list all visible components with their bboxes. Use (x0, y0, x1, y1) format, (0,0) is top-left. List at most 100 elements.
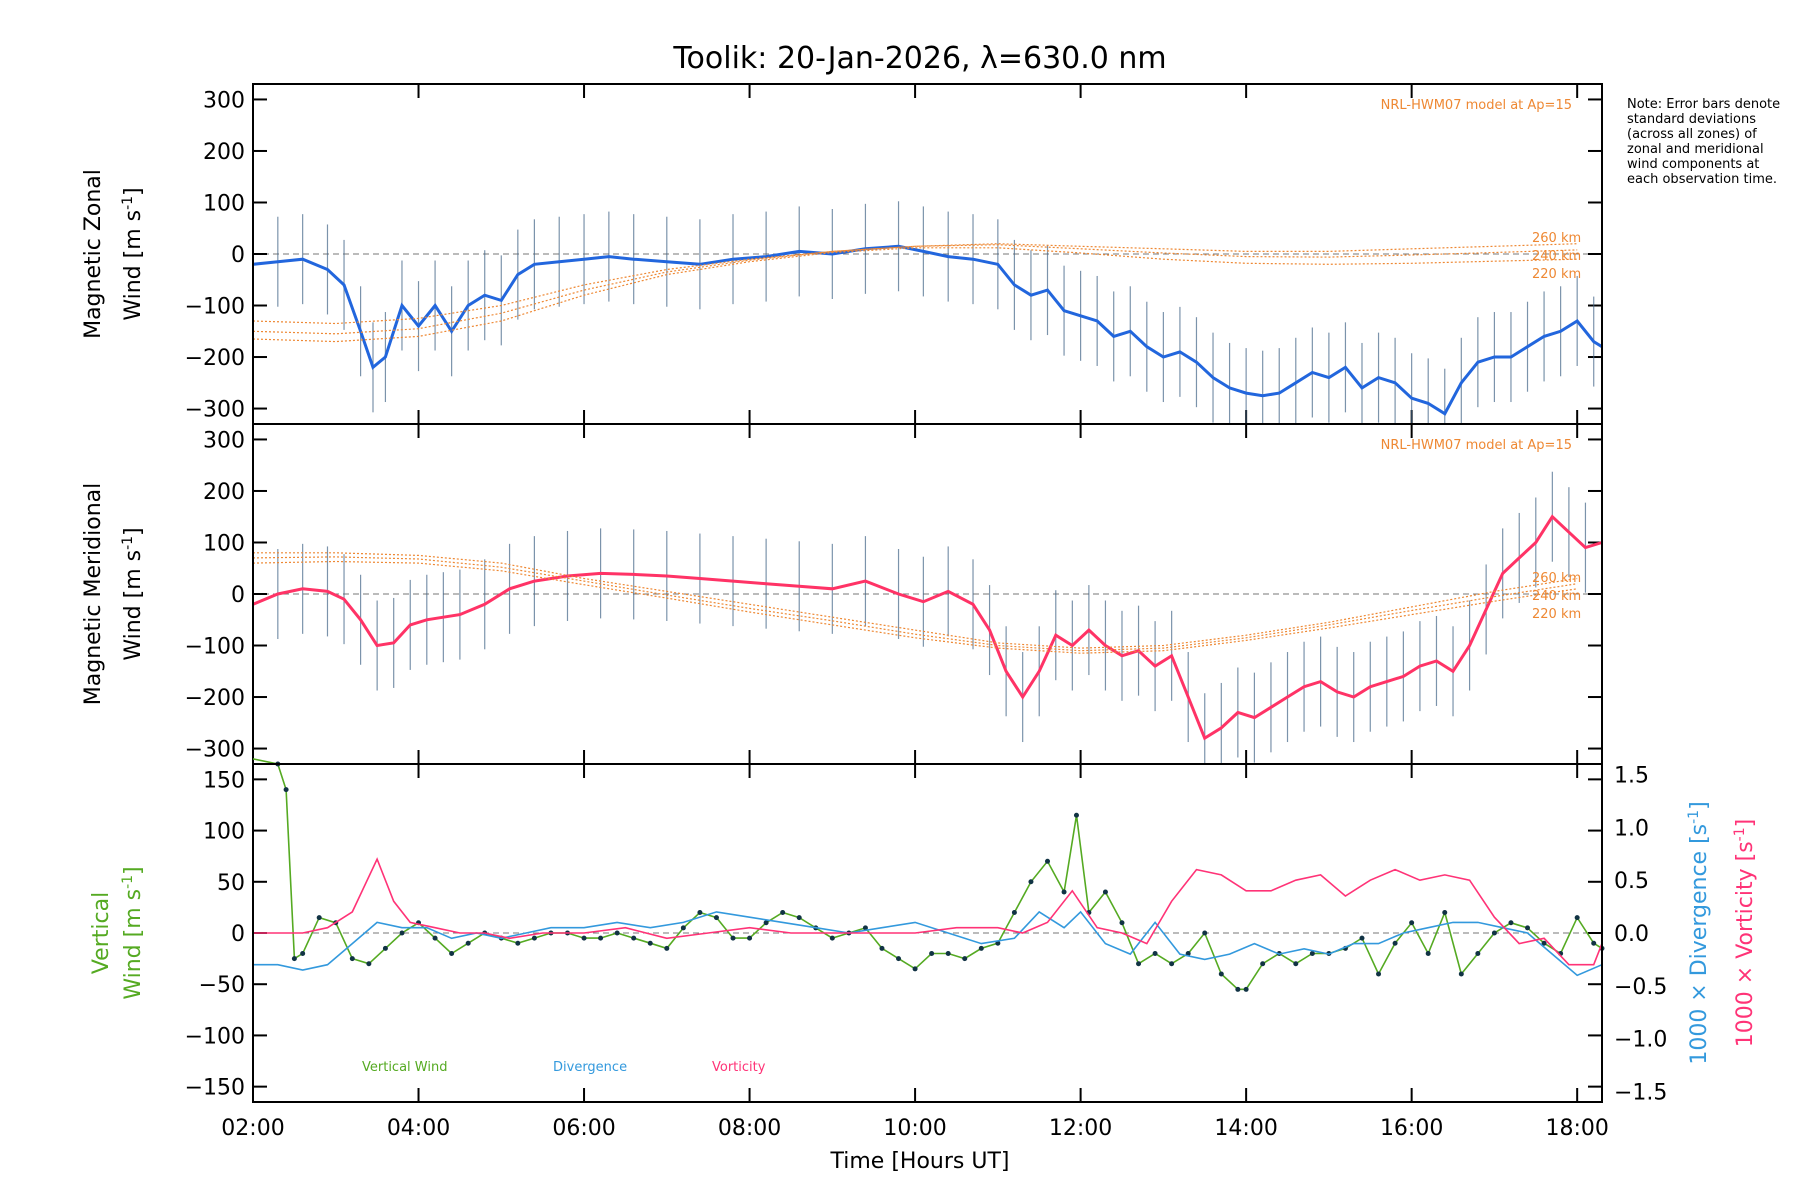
panel-vertical: 150 100 50 0 −50 −100 −150 1.5 1.0 0.5 0.0 −0.5 −1.0… (185, 758, 1667, 1105)
y-tick-label: 50 (217, 871, 245, 896)
y-tick-label: 0 (231, 243, 245, 268)
data-point (978, 945, 984, 951)
data-point (945, 950, 951, 956)
data-point (647, 940, 653, 946)
data-point (349, 956, 355, 962)
data-point (432, 935, 438, 941)
panel-zonal: 300 200 100 0 −100 −200 −300 NRL-HWM07 model at… (185, 83, 1603, 425)
altitude-label: 220 km (1532, 267, 1581, 282)
data-point (1028, 879, 1034, 885)
right-y-tick-label: 1.5 (1614, 764, 1649, 789)
data-point (680, 925, 686, 931)
data-point (1119, 920, 1125, 926)
x-axis-label: Time [Hours UT] (830, 1149, 1010, 1174)
data-point (1309, 950, 1315, 956)
y-tick-label: 300 (203, 428, 245, 453)
chart-panels: 300 200 100 0 −100 −200 −300 NRL-HWM07 model at… (81, 83, 1758, 1141)
data-point (1425, 950, 1431, 956)
data-point (300, 950, 306, 956)
right-y-label-vorticity: 1000 × Vorticity [s-1] (1732, 819, 1758, 1047)
data-point (283, 787, 289, 793)
y-tick-label: −100 (185, 295, 245, 320)
series-line-vorticity (253, 857, 1603, 966)
data-point (962, 956, 968, 962)
y-tick-label: 100 (203, 191, 245, 216)
y-axis-label-line2: Wind [m s-1] (120, 187, 146, 320)
x-tick-label: 10:00 (883, 1116, 946, 1141)
data-point (697, 910, 703, 916)
y-tick-label: −200 (185, 346, 245, 371)
data-point (1442, 910, 1448, 916)
altitude-label: 260 km (1532, 231, 1581, 246)
data-point (531, 935, 537, 941)
series-line-model-260-km (253, 552, 1578, 649)
data-point (929, 950, 935, 956)
data-point (713, 915, 719, 921)
data-point (449, 950, 455, 956)
altitude-label: 260 km (1532, 571, 1581, 586)
x-tick-label: 18:00 (1545, 1116, 1608, 1141)
data-point (1591, 940, 1597, 946)
data-point (1136, 961, 1142, 967)
series-line-magnetic-meridional-wind (252, 514, 1603, 741)
error-bar-note: Note: Error bars denote standard deviati… (1627, 97, 1781, 187)
x-tick-label: 06:00 (552, 1116, 615, 1141)
x-tick-label: 04:00 (387, 1116, 450, 1141)
y-tick-label: 200 (203, 480, 245, 505)
model-label: NRL-HWM07 model at Ap=15 (1381, 438, 1572, 453)
data-point (1508, 920, 1514, 926)
data-point (382, 945, 388, 951)
panel-meridional: 300 200 100 0 −100 −200 −300 NRL-HWM07 model at… (185, 423, 1603, 765)
y-tick-label: 300 (203, 88, 245, 113)
legend-item: Divergence (553, 1060, 627, 1075)
x-tick-label: 16:00 (1380, 1116, 1443, 1141)
y-axis-label-line2: Wind [m s-1] (120, 527, 146, 660)
y-axis-label-line1: Magnetic Zonal (81, 169, 106, 339)
data-point (399, 930, 405, 936)
series-line-model-220-km (252, 247, 1578, 343)
y-tick-label: −50 (199, 973, 245, 998)
panel-frame (252, 763, 1603, 1103)
data-point (829, 935, 835, 941)
y-tick-label: 150 (203, 768, 245, 793)
data-point (515, 940, 521, 946)
chart-title: Toolik: 20-Jan-2026, λ=630.0 nm (672, 41, 1166, 76)
data-point (1185, 950, 1191, 956)
data-point (465, 940, 471, 946)
y-tick-label: 0 (231, 583, 245, 608)
series-line-model-260-km (252, 243, 1578, 325)
data-point (1102, 889, 1108, 895)
model-label: NRL-HWM07 model at Ap=15 (1381, 98, 1572, 113)
data-point (1293, 961, 1299, 967)
y-axis-label-line1: Magnetic Meridional (81, 483, 106, 705)
data-point (1045, 858, 1051, 864)
altitude-label: 240 km (1532, 249, 1581, 264)
y-axis-label-line1: Vertical (89, 892, 114, 974)
data-point (1491, 930, 1497, 936)
y-tick-label: −100 (185, 1024, 245, 1049)
right-y-tick-label: −1.5 (1614, 1080, 1667, 1105)
y-tick-label: 100 (203, 531, 245, 556)
y-tick-label: 100 (203, 820, 245, 845)
data-point (796, 915, 802, 921)
data-point (291, 956, 297, 962)
data-point (598, 935, 604, 941)
data-point (862, 925, 868, 931)
data-point (1541, 940, 1547, 946)
data-point (581, 935, 587, 941)
data-point (1011, 910, 1017, 916)
right-y-label-divergence: 1000 × Divergence [s-1] (1686, 801, 1712, 1064)
legend-item: Vorticity (712, 1060, 766, 1075)
data-point (1458, 971, 1464, 977)
x-tick-label: 14:00 (1214, 1116, 1277, 1141)
data-point (631, 935, 637, 941)
right-y-tick-label: 0.5 (1614, 869, 1649, 894)
data-point (664, 945, 670, 951)
series-line-model-240-km (252, 556, 1578, 652)
legend-item: Vertical Wind (362, 1060, 447, 1075)
data-point (1574, 915, 1580, 921)
series-line-vertical-wind (252, 758, 1603, 991)
y-tick-label: −300 (185, 738, 245, 763)
data-point (896, 956, 902, 962)
data-point (879, 945, 885, 951)
